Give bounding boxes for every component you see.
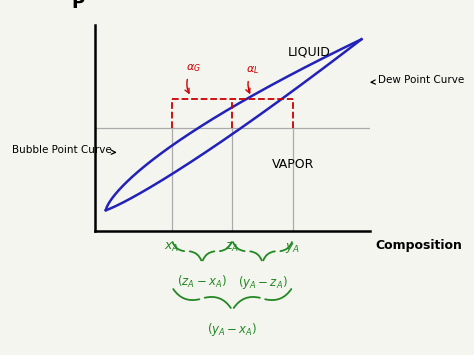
Text: $z_A$: $z_A$: [225, 241, 239, 254]
Text: $(y_A - x_A)$: $(y_A - x_A)$: [207, 321, 257, 338]
Text: $\alpha_L$: $\alpha_L$: [246, 64, 259, 93]
Text: LIQUID: LIQUID: [288, 45, 331, 58]
Text: P: P: [72, 0, 85, 12]
Text: $x_A$: $x_A$: [164, 241, 179, 254]
Text: $(y_A - z_A)$: $(y_A - z_A)$: [237, 274, 287, 290]
Text: $\alpha_G$: $\alpha_G$: [185, 62, 201, 93]
Text: Composition: Composition: [375, 239, 462, 252]
Text: $y_A$: $y_A$: [285, 241, 301, 255]
Text: Dew Point Curve: Dew Point Curve: [371, 75, 464, 84]
Text: VAPOR: VAPOR: [272, 158, 314, 171]
Text: Bubble Point Curve: Bubble Point Curve: [12, 144, 116, 154]
Text: $(z_A - x_A)$: $(z_A - x_A)$: [177, 274, 227, 290]
